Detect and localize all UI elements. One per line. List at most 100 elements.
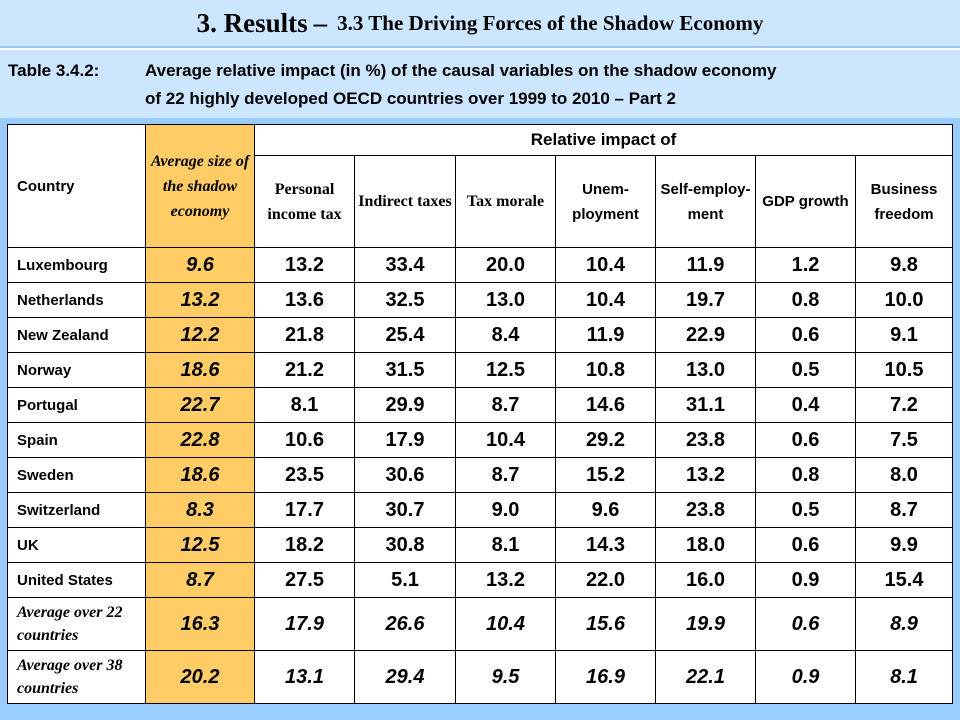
results-table: Country Average size of the shadow econo…: [7, 124, 954, 704]
impact-cell: 11.9: [555, 317, 656, 353]
impact-cell: 18.2: [254, 527, 355, 563]
impact-cell: 29.4: [354, 650, 456, 704]
impact-cell: 8.7: [455, 387, 556, 423]
impact-cell: 10.4: [455, 422, 556, 458]
impact-cell: 18.0: [655, 527, 756, 563]
impact-cell: 30.8: [354, 527, 456, 563]
table-row: Norway 18.6 21.2 31.5 12.5 10.8 13.0 0.5 10.5: [7, 352, 954, 388]
country-cell: United States: [7, 562, 146, 598]
table-row: Switzerland 8.3 17.7 30.7 9.0 9.6 23.8 0.5 8.7: [7, 492, 954, 528]
table-row: New Zealand 12.2 21.8 25.4 8.4 11.9 22.9 0.6 9.1: [7, 317, 954, 353]
shadow-size-cell: 20.2: [145, 650, 255, 704]
impact-cell: 10.4: [555, 247, 656, 283]
impact-cell: 14.6: [555, 387, 656, 423]
table-caption-label: Table 3.4.2:: [8, 61, 100, 80]
impact-cell: 9.9: [854, 527, 954, 563]
impact-cell: 7.2: [854, 387, 954, 423]
impact-cell: 23.5: [254, 457, 355, 493]
impact-cell: 1.2: [755, 247, 856, 283]
impact-cell: 29.2: [555, 422, 656, 458]
impact-cell: 23.8: [655, 492, 756, 528]
impact-cell: 16.0: [655, 562, 756, 598]
impact-cell: 0.6: [755, 527, 856, 563]
impact-cell: 8.7: [455, 457, 556, 493]
shadow-size-cell: 8.7: [145, 562, 255, 598]
impact-cell: 10.5: [854, 352, 954, 388]
impact-cell: 14.3: [555, 527, 656, 563]
country-cell: UK: [7, 527, 146, 563]
impact-cell: 13.2: [254, 247, 355, 283]
impact-cell: 29.9: [354, 387, 456, 423]
impact-cell: 10.0: [854, 282, 954, 318]
impact-cell: 31.5: [354, 352, 456, 388]
impact-cell: 0.4: [755, 387, 856, 423]
country-cell: New Zealand: [7, 317, 146, 353]
impact-cell: 19.7: [655, 282, 756, 318]
impact-cell: 9.1: [854, 317, 954, 353]
impact-cell: 0.9: [755, 562, 856, 598]
col-header-personal-income-tax: Personal income tax: [254, 155, 355, 248]
impact-cell: 8.7: [854, 492, 954, 528]
shadow-size-cell: 8.3: [145, 492, 255, 528]
impact-cell: 15.6: [555, 597, 656, 651]
impact-cell: 10.4: [555, 282, 656, 318]
impact-cell: 26.6: [354, 597, 456, 651]
impact-cell: 0.8: [755, 282, 856, 318]
shadow-size-cell: 22.8: [145, 422, 255, 458]
impact-cell: 10.8: [555, 352, 656, 388]
impact-cell: 31.1: [655, 387, 756, 423]
slide-subtitle: 3.3 The Driving Forces of the Shadow Eco…: [337, 10, 764, 35]
country-cell: Spain: [7, 422, 146, 458]
impact-cell: 0.5: [755, 352, 856, 388]
table-row: UK 12.5 18.2 30.8 8.1 14.3 18.0 0.6 9.9: [7, 527, 954, 563]
impact-cell: 13.0: [455, 282, 556, 318]
impact-cell: 30.7: [354, 492, 456, 528]
impact-cell: 8.9: [854, 597, 954, 651]
col-header-indirect-taxes: Indirect taxes: [354, 155, 456, 248]
country-cell: Norway: [7, 352, 146, 388]
table-row: Luxembourg 9.6 13.2 33.4 20.0 10.4 11.9 1.2 9.8: [7, 247, 954, 283]
impact-cell: 12.5: [455, 352, 556, 388]
shadow-size-cell: 22.7: [145, 387, 255, 423]
shadow-size-cell: 12.2: [145, 317, 255, 353]
impact-cell: 13.0: [655, 352, 756, 388]
country-cell: Switzerland: [7, 492, 146, 528]
impact-cell: 8.0: [854, 457, 954, 493]
table-panel: Country Average size of the shadow econo…: [0, 118, 960, 720]
title-separator: –: [313, 7, 328, 38]
impact-cell: 21.2: [254, 352, 355, 388]
impact-cell: 13.1: [254, 650, 355, 704]
impact-cell: 22.9: [655, 317, 756, 353]
impact-cell: 23.8: [655, 422, 756, 458]
col-header-business-freedom: Business freedom: [854, 155, 954, 248]
impact-cell: 33.4: [354, 247, 456, 283]
col-group-header-relative-impact: Relative impact of: [253, 124, 954, 156]
table-row: Portugal 22.7 8.1 29.9 8.7 14.6 31.1 0.4 7.2: [7, 387, 954, 423]
impact-cell: 0.6: [755, 597, 856, 651]
impact-cell: 9.8: [854, 247, 954, 283]
impact-cell: 10.4: [455, 597, 556, 651]
shadow-size-cell: 13.2: [145, 282, 255, 318]
impact-cell: 22.0: [555, 562, 656, 598]
impact-cell: 20.0: [455, 247, 556, 283]
impact-cell: 27.5: [254, 562, 355, 598]
table-caption: Table 3.4.2: Average relative impact (in…: [0, 50, 960, 118]
shadow-size-cell: 18.6: [145, 457, 255, 493]
col-header-gdp-growth: GDP growth: [755, 155, 856, 248]
country-cell: Average over 38 countries: [7, 650, 146, 704]
impact-cell: 19.9: [655, 597, 756, 651]
table-caption-line-1: Average relative impact (in %) of the ca…: [145, 61, 777, 80]
impact-cell: 11.9: [655, 247, 756, 283]
impact-cell: 8.4: [455, 317, 556, 353]
impact-cell: 17.9: [354, 422, 456, 458]
shadow-size-cell: 18.6: [145, 352, 255, 388]
impact-cell: 13.2: [655, 457, 756, 493]
table-row: Spain 22.8 10.6 17.9 10.4 29.2 23.8 0.6 7.5: [7, 422, 954, 458]
impact-cell: 8.1: [455, 527, 556, 563]
country-cell: Luxembourg: [7, 247, 146, 283]
impact-cell: 7.5: [854, 422, 954, 458]
col-header-country: Country: [7, 124, 146, 248]
country-cell: Portugal: [7, 387, 146, 423]
shadow-size-cell: 12.5: [145, 527, 255, 563]
impact-cell: 15.2: [555, 457, 656, 493]
